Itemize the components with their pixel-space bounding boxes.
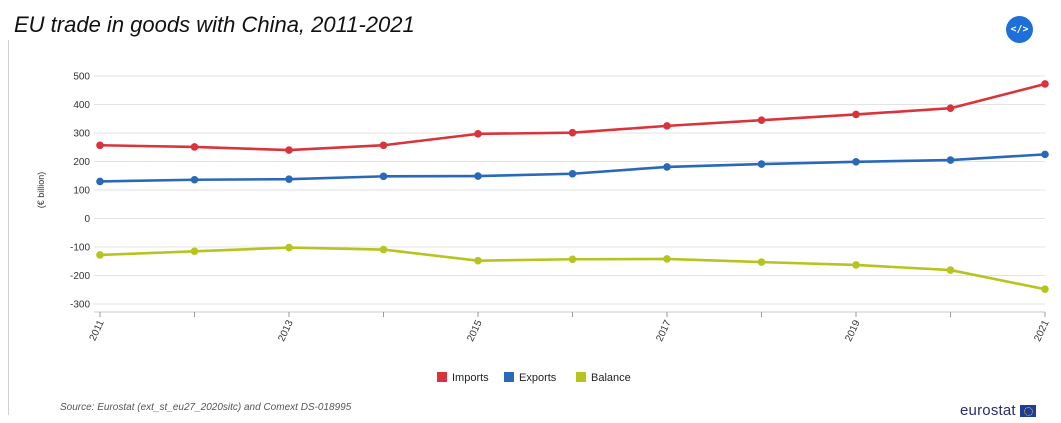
data-point-balance[interactable]: [852, 261, 860, 269]
data-point-exports[interactable]: [663, 163, 671, 171]
data-point-exports[interactable]: [946, 156, 955, 164]
data-point-exports[interactable]: [96, 177, 104, 186]
x-tick-label: 2013: [276, 318, 296, 343]
data-point-balance[interactable]: [568, 255, 577, 264]
frame-border: [8, 40, 9, 415]
y-axis-label: (€ billion): [36, 172, 46, 209]
data-point-balance[interactable]: [285, 243, 293, 252]
x-tick-label: 2017: [654, 318, 674, 343]
data-point-imports[interactable]: [757, 116, 766, 124]
data-point-imports[interactable]: [379, 141, 388, 150]
legend-label-exports[interactable]: Exports: [519, 372, 557, 384]
x-tick-label: 2021: [1032, 318, 1052, 343]
data-point-imports[interactable]: [190, 143, 199, 151]
y-tick-label: -300: [70, 300, 90, 311]
data-point-imports[interactable]: [946, 104, 955, 113]
data-point-balance[interactable]: [946, 266, 955, 274]
y-tick-label: 400: [73, 100, 90, 111]
y-tick-label: -100: [70, 243, 90, 254]
data-point-imports[interactable]: [96, 141, 104, 150]
data-point-balance[interactable]: [96, 251, 104, 259]
data-point-imports[interactable]: [568, 128, 577, 137]
code-embed-icon[interactable]: </>: [1006, 16, 1033, 43]
y-tick-label: -200: [70, 271, 90, 282]
data-point-imports[interactable]: [663, 122, 671, 130]
legend-swatch-imports[interactable]: [437, 372, 447, 382]
data-point-balance[interactable]: [1041, 285, 1049, 293]
data-point-balance[interactable]: [757, 258, 766, 266]
data-point-exports[interactable]: [1041, 150, 1049, 159]
x-tick-label: 2019: [843, 318, 863, 343]
logo-text: eurostat: [960, 402, 1016, 419]
data-point-balance[interactable]: [474, 256, 482, 265]
data-point-exports[interactable]: [474, 172, 482, 180]
data-point-imports[interactable]: [1041, 80, 1049, 88]
data-point-balance[interactable]: [190, 247, 199, 256]
eu-flag-icon: [1019, 404, 1036, 417]
x-tick-label: 2015: [465, 318, 485, 343]
eurostat-logo: eurostat: [960, 402, 1036, 419]
data-point-exports[interactable]: [757, 160, 766, 168]
series-line-imports: [99, 82, 1046, 152]
data-point-exports[interactable]: [379, 172, 388, 181]
y-tick-label: 0: [84, 214, 90, 225]
legend-swatch-balance[interactable]: [576, 372, 586, 382]
y-tick-label: 500: [73, 72, 90, 83]
y-tick-label: 300: [73, 129, 90, 140]
data-point-exports[interactable]: [190, 175, 199, 184]
data-point-imports[interactable]: [852, 110, 860, 119]
y-tick-label: 100: [73, 186, 90, 197]
x-tick-label: 2011: [88, 318, 107, 343]
legend-label-balance[interactable]: Balance: [591, 372, 631, 384]
data-point-exports[interactable]: [285, 175, 293, 183]
data-point-imports[interactable]: [285, 146, 293, 154]
source-note: Source: Eurostat (ext_st_eu27_2020sitc) …: [60, 402, 352, 413]
legend-label-imports[interactable]: Imports: [452, 372, 489, 384]
data-point-exports[interactable]: [852, 157, 860, 166]
legend-swatch-exports[interactable]: [504, 372, 514, 382]
series-line-balance: [99, 246, 1046, 291]
data-point-balance[interactable]: [379, 245, 388, 254]
data-point-imports[interactable]: [474, 130, 482, 138]
data-point-balance[interactable]: [663, 255, 671, 263]
y-tick-label: 200: [73, 157, 90, 168]
data-point-exports[interactable]: [568, 169, 577, 178]
chart-title: EU trade in goods with China, 2011-2021: [14, 12, 415, 37]
